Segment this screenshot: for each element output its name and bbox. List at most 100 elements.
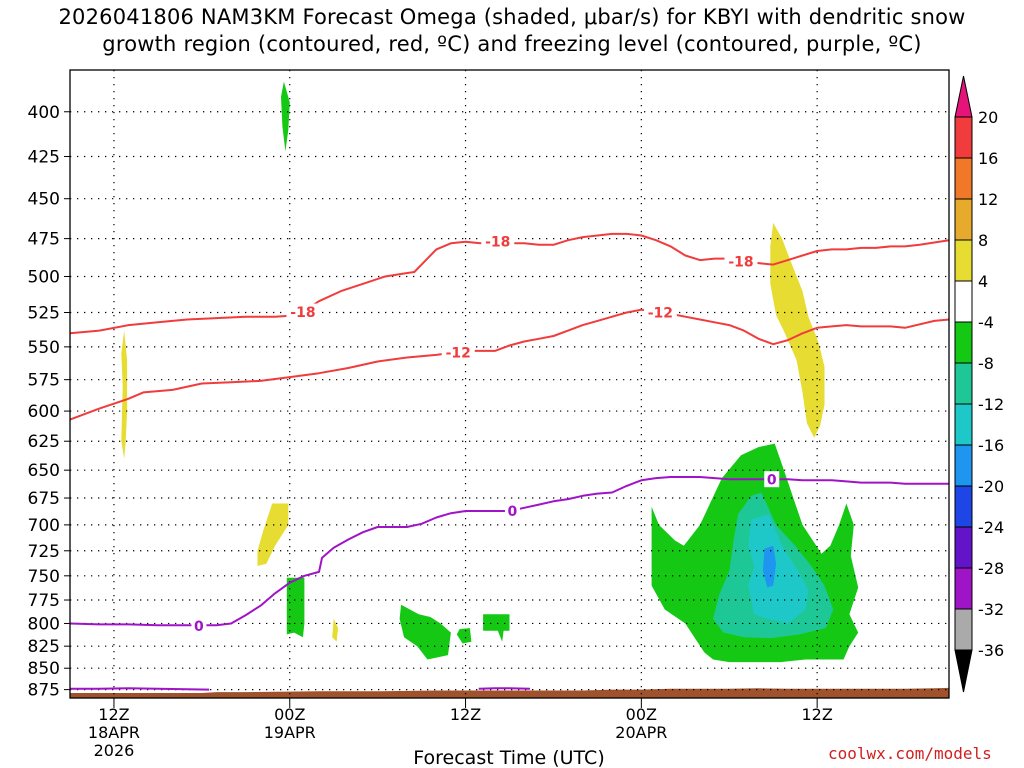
contour-dgz-minus12 <box>69 308 950 421</box>
plot-frame <box>69 69 950 699</box>
contour-label-freezing-level-0C-0: 0 <box>194 619 204 635</box>
ytick-label-750: 750 <box>28 567 60 587</box>
x-axis-label: Forecast Time (UTC) <box>413 747 604 768</box>
xtick-label-0-0: 12Z <box>98 705 129 724</box>
ytick-label-650: 650 <box>28 461 60 481</box>
contour-label-bg-dgz-minus12-0 <box>441 343 475 360</box>
contour-label-bg-freezing-level-0C-2 <box>764 471 780 488</box>
ytick-label-875: 875 <box>28 681 60 701</box>
colorbar-bin-3 <box>954 239 973 282</box>
colorbar-bin-0 <box>954 116 973 159</box>
xtick-label-2-0: 12Z <box>450 705 481 724</box>
colorbar-bin-10 <box>954 526 973 569</box>
shade-green-cell-b <box>399 604 451 660</box>
colorbar-bin-6 <box>954 362 973 405</box>
omega-shading <box>121 81 859 663</box>
ytick-label-600: 600 <box>28 402 60 422</box>
contour-label-dgz-minus18-0: -18 <box>290 305 315 321</box>
ytick-label-575: 575 <box>28 371 60 391</box>
contour-freezing-level-low <box>70 687 210 691</box>
colorbar-label-13: -36 <box>978 641 1004 660</box>
colorbar-bin-9 <box>954 485 973 528</box>
ytick-label-850: 850 <box>28 659 60 679</box>
colorbar-label-10: -24 <box>978 518 1004 537</box>
shade-yellow-cell-mid <box>257 503 289 566</box>
colorbar-label-0: 20 <box>978 108 998 127</box>
colorbar-label-11: -28 <box>978 559 1004 578</box>
contour-label-bg-dgz-minus12-1 <box>643 303 677 320</box>
ytick-label-625: 625 <box>28 432 60 452</box>
ytick-label-500: 500 <box>28 267 60 287</box>
colorbar-bin-2 <box>954 198 973 241</box>
colorbar-label-1: 16 <box>978 149 998 168</box>
ytick-label-400: 400 <box>28 103 60 123</box>
ytick-label-675: 675 <box>28 489 60 509</box>
contour-label-bg-dgz-minus18-1 <box>481 232 515 249</box>
colorbar-bin-12 <box>954 608 973 651</box>
colorbar-label-6: -8 <box>978 354 994 373</box>
contour-label-dgz-minus18-1: -18 <box>485 234 510 250</box>
xtick-label-0-1: 18APR <box>88 723 140 742</box>
contour-freezing-level-0C <box>69 476 949 627</box>
ytick-label-775: 775 <box>28 591 60 611</box>
colorbar-label-5: -4 <box>978 313 994 332</box>
colorbar-label-3: 8 <box>978 231 988 250</box>
contour-label-bg-freezing-level-0C-0 <box>191 617 207 634</box>
ytick-label-525: 525 <box>28 304 60 324</box>
colorbar-top-arrow <box>954 75 973 118</box>
xtick-label-1-0: 00Z <box>274 705 305 724</box>
ytick-label-800: 800 <box>28 614 60 634</box>
contour-label-freezing-level-0C-2: 0 <box>767 473 777 489</box>
ytick-label-450: 450 <box>28 190 60 210</box>
colorbar-bin-1 <box>954 157 973 200</box>
terrain-layer <box>70 687 949 698</box>
contour-label-dgz-minus18-2: -18 <box>728 254 753 270</box>
colorbar-bin-5 <box>954 321 973 364</box>
ytick-label-550: 550 <box>28 338 60 358</box>
colorbar-label-4: 4 <box>978 272 988 291</box>
shade-green-cell-d <box>483 614 510 642</box>
site-credit: coolwx.com/models <box>828 744 992 763</box>
contour-label-dgz-minus12-0: -12 <box>446 345 471 361</box>
colorbar-label-9: -20 <box>978 477 1004 496</box>
contour-label-dgz-minus12-1: -12 <box>648 305 673 321</box>
chart-title-line1: 2026041806 NAM3KM Forecast Omega (shaded… <box>58 5 966 29</box>
colorbar-label-2: 12 <box>978 190 998 209</box>
shade-yellow-cell-right <box>770 222 825 438</box>
shade-yellow-cell-small <box>332 618 339 642</box>
omega-colorbar: 20 16 12 8 4 -4 -8 -12 -16 -20 -24 -28 -32 -36 <box>954 75 1004 693</box>
chart-title: 2026041806 NAM3KM Forecast Omega (shaded… <box>0 4 1024 58</box>
shade-green-cell-a <box>286 577 305 638</box>
shade-blue-spot <box>767 558 775 568</box>
xtick-label-4-0: 12Z <box>801 705 832 724</box>
colorbar-label-12: -32 <box>978 600 1004 619</box>
colorbar-label-7: -12 <box>978 395 1004 414</box>
xtick-label-0-2: 2026 <box>94 741 135 760</box>
colorbar-bin-11 <box>954 567 973 610</box>
contour-label-freezing-level-0C-1: 0 <box>508 504 518 520</box>
shade-green-cell-c <box>456 628 472 644</box>
contour-freezing-level-low-2 <box>478 687 531 690</box>
terrain-fill <box>70 687 949 698</box>
xtick-label-3-0: 00Z <box>626 705 657 724</box>
xtick-label-1-1: 19APR <box>264 723 316 742</box>
contour-label-bg-dgz-minus18-0 <box>286 303 320 320</box>
colorbar-bottom-arrow <box>954 649 973 693</box>
chart-title-line2: growth region (contoured, red, ºC) and f… <box>102 32 922 56</box>
colorbar-bin-7 <box>954 403 973 446</box>
temperature-contours: -18 -18 -18 -12 -12 0 0 0 <box>69 232 950 691</box>
contour-label-bg-dgz-minus18-2 <box>724 252 758 269</box>
ytick-label-475: 475 <box>28 230 60 250</box>
ytick-label-700: 700 <box>28 516 60 536</box>
colorbar-bin-4 <box>954 280 973 323</box>
xtick-label-3-1: 20APR <box>615 723 667 742</box>
shade-cyan-core <box>748 514 809 624</box>
colorbar-bin-8 <box>954 444 973 487</box>
ytick-label-825: 825 <box>28 637 60 657</box>
ytick-label-425: 425 <box>28 148 60 168</box>
pressure-axis: 400 425 450 475 500 525 550 575 600 625 650 675 700 7… <box>28 103 70 701</box>
contour-label-bg-freezing-level-0C-1 <box>504 502 520 519</box>
shade-yellow-cell-left <box>121 330 128 459</box>
